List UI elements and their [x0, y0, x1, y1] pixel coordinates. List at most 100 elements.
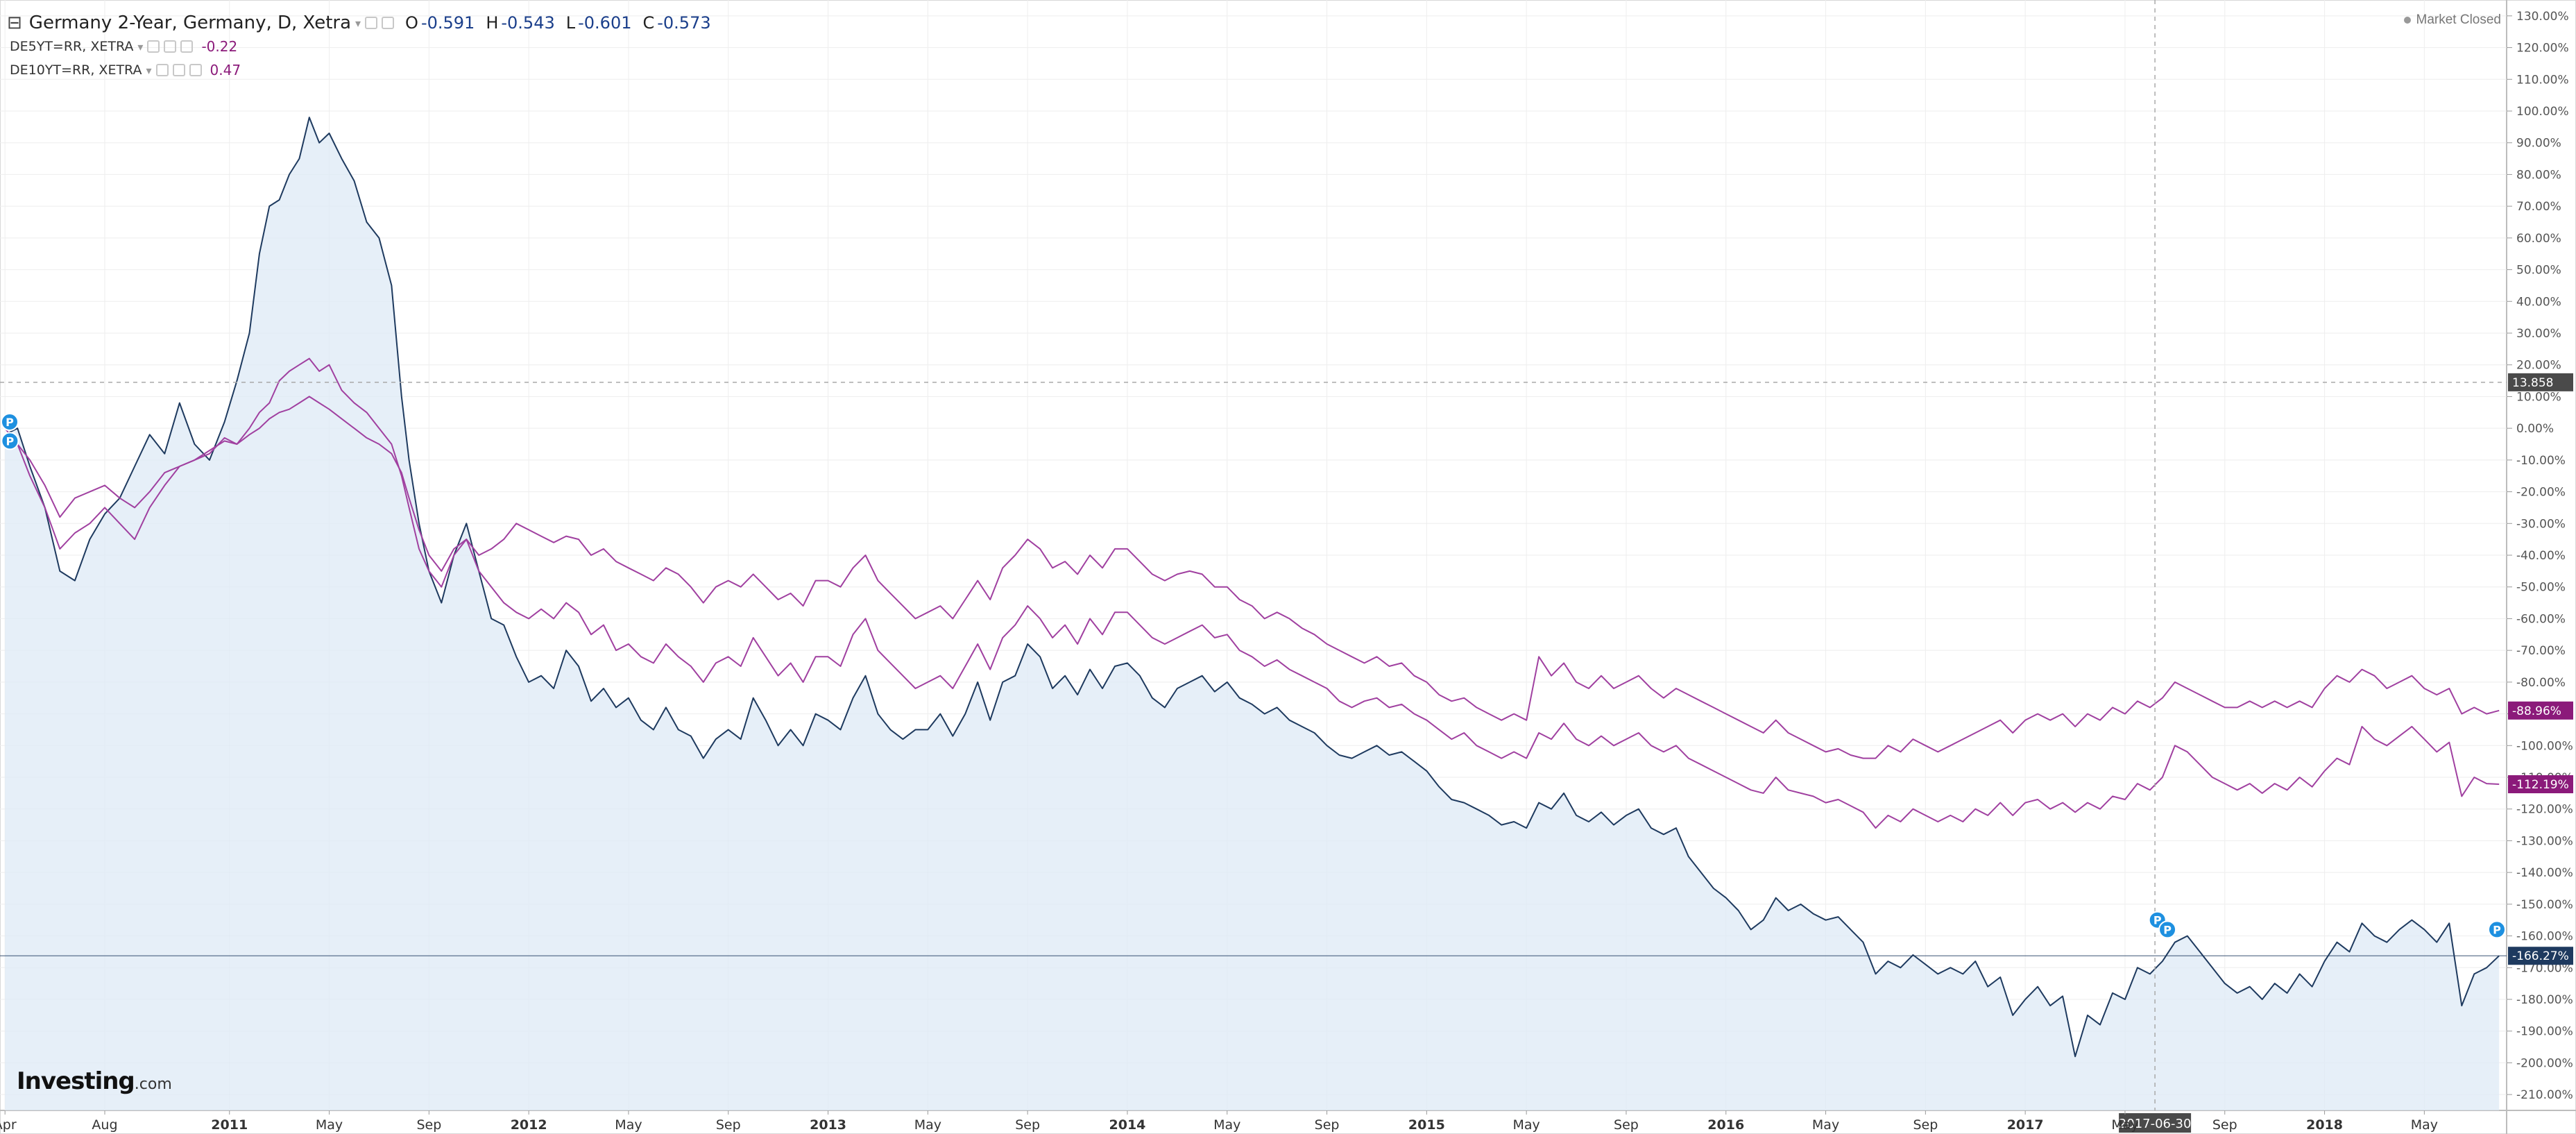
- y-tick-label: -60.00%: [2516, 612, 2566, 626]
- overlay-title[interactable]: DE5YT=RR, XETRA: [10, 39, 134, 54]
- y-tick-label: 130.00%: [2516, 10, 2569, 24]
- y-tick-label: -210.00%: [2516, 1088, 2573, 1102]
- x-tick-label: Sep: [416, 1117, 441, 1133]
- y-tick-label: 20.00%: [2516, 359, 2561, 373]
- x-tick-label: Apr: [0, 1117, 17, 1133]
- brand-logo: Investing .com: [17, 1067, 172, 1095]
- collapse-icon[interactable]: ⊟: [7, 12, 22, 33]
- legend: ⊟ Germany 2-Year, Germany, D, Xetra ▾ O-…: [7, 11, 711, 82]
- price-label: 13.858: [2512, 376, 2553, 390]
- event-marker-label[interactable]: P: [2163, 923, 2172, 936]
- y-tick-label: 90.00%: [2516, 137, 2561, 151]
- legend-overlay-de5yt: DE5YT=RR, XETRA ▾ -0.22: [7, 35, 711, 58]
- x-tick-label: Sep: [2212, 1117, 2237, 1133]
- y-tick-label: 30.00%: [2516, 327, 2561, 341]
- market-status-label: Market Closed: [2416, 12, 2502, 27]
- y-tick-label: -160.00%: [2516, 930, 2573, 944]
- x-tick-label: May: [1812, 1117, 1839, 1133]
- y-tick-label: 10.00%: [2516, 390, 2561, 404]
- x-tick-label: 2014: [1109, 1117, 1146, 1133]
- x-tick-label: Sep: [1015, 1117, 1040, 1133]
- y-tick-label: -130.00%: [2516, 834, 2573, 848]
- y-tick-label: 60.00%: [2516, 232, 2561, 246]
- event-marker-icon[interactable]: [2488, 920, 2506, 939]
- x-tick-label: 2015: [1408, 1117, 1445, 1133]
- price-label-box: [2508, 701, 2573, 720]
- x-tick-label: May: [1213, 1117, 1240, 1133]
- y-tick-label: 0.00%: [2516, 422, 2554, 436]
- price-label: -166.27%: [2512, 949, 2569, 963]
- price-label-box: [2508, 775, 2573, 794]
- status-dot-icon: [2403, 17, 2411, 24]
- y-tick-label: 70.00%: [2516, 200, 2561, 214]
- market-status: Market Closed: [2403, 12, 2502, 28]
- ohlc-close: C -0.573: [642, 13, 711, 33]
- settings-toggle-icon[interactable]: [382, 17, 395, 29]
- x-tick-label: May: [914, 1117, 941, 1133]
- y-tick-label: 80.00%: [2516, 168, 2561, 182]
- chevron-down-icon[interactable]: ▾: [146, 63, 152, 77]
- settings-toggle-icon[interactable]: [164, 40, 177, 53]
- y-tick-label: -50.00%: [2516, 581, 2566, 595]
- x-tick-label: May: [615, 1117, 642, 1133]
- y-tick-label: 40.00%: [2516, 295, 2561, 309]
- main-series-area: [5, 117, 2500, 1111]
- chevron-down-icon[interactable]: ▾: [137, 40, 144, 53]
- brand-name: Investing: [17, 1067, 135, 1095]
- visibility-toggle-icon[interactable]: [155, 64, 169, 76]
- crosshair-date-label: 2017-06-30: [2119, 1117, 2192, 1131]
- y-tick-label: -140.00%: [2516, 866, 2573, 880]
- event-marker-label[interactable]: P: [6, 416, 14, 429]
- x-tick-label: 2012: [511, 1117, 547, 1133]
- chevron-down-icon[interactable]: ▾: [355, 16, 361, 30]
- ohlc-open: O -0.591: [405, 13, 475, 33]
- y-tick-label: 110.00%: [2516, 73, 2569, 87]
- y-tick-label: -10.00%: [2516, 454, 2566, 468]
- series-title[interactable]: Germany 2-Year, Germany, D, Xetra: [28, 12, 352, 33]
- series-line-de10yt: [4, 396, 2500, 759]
- x-tick-label: Sep: [716, 1117, 741, 1133]
- event-marker-label[interactable]: P: [6, 434, 15, 448]
- y-tick-label: -150.00%: [2516, 898, 2573, 912]
- x-tick-label: May: [2111, 1117, 2138, 1133]
- overlay-value: 0.47: [210, 62, 241, 78]
- event-marker-label[interactable]: P: [2493, 923, 2501, 936]
- x-tick-label: Sep: [1913, 1117, 1938, 1133]
- price-label: -112.19%: [2512, 778, 2569, 792]
- x-tick-label: May: [1513, 1117, 1540, 1133]
- overlay-value: -0.22: [201, 38, 238, 55]
- y-tick-label: -30.00%: [2516, 517, 2566, 531]
- visibility-toggle-icon[interactable]: [365, 17, 378, 29]
- ohlc-low: L -0.601: [565, 13, 632, 33]
- x-tick-label: Sep: [1315, 1117, 1340, 1133]
- price-label-box: [2508, 373, 2573, 391]
- event-marker-icon[interactable]: [2158, 920, 2177, 939]
- remove-icon[interactable]: [189, 64, 202, 76]
- x-tick-label: 2018: [2306, 1117, 2343, 1133]
- x-tick-label: May: [316, 1117, 343, 1133]
- event-marker-label[interactable]: P: [2153, 914, 2162, 927]
- crosshair-date-box: [2119, 1113, 2192, 1133]
- visibility-toggle-icon[interactable]: [147, 40, 160, 53]
- settings-toggle-icon[interactable]: [172, 64, 185, 76]
- ohlc-high: H -0.543: [486, 13, 555, 33]
- event-marker-icon[interactable]: [1, 413, 19, 431]
- x-tick-label: 2013: [810, 1117, 846, 1133]
- overlay-title[interactable]: DE10YT=RR, XETRA: [10, 62, 142, 78]
- x-tick-label: 2016: [1707, 1117, 1744, 1133]
- remove-icon[interactable]: [180, 40, 194, 53]
- y-tick-label: -190.00%: [2516, 1025, 2573, 1039]
- y-tick-label: 100.00%: [2516, 105, 2569, 119]
- y-tick-label: 50.00%: [2516, 264, 2561, 278]
- price-label-box: [2508, 947, 2573, 965]
- y-tick-label: -100.00%: [2516, 739, 2573, 753]
- y-tick-label: -40.00%: [2516, 549, 2566, 563]
- event-marker-icon[interactable]: [1, 432, 19, 450]
- y-tick-label: -20.00%: [2516, 486, 2566, 500]
- legend-main: ⊟ Germany 2-Year, Germany, D, Xetra ▾ O-…: [7, 11, 711, 35]
- price-label: -88.96%: [2512, 704, 2561, 718]
- series-line-de5yt: [4, 357, 2500, 829]
- y-tick-label: -120.00%: [2516, 803, 2573, 817]
